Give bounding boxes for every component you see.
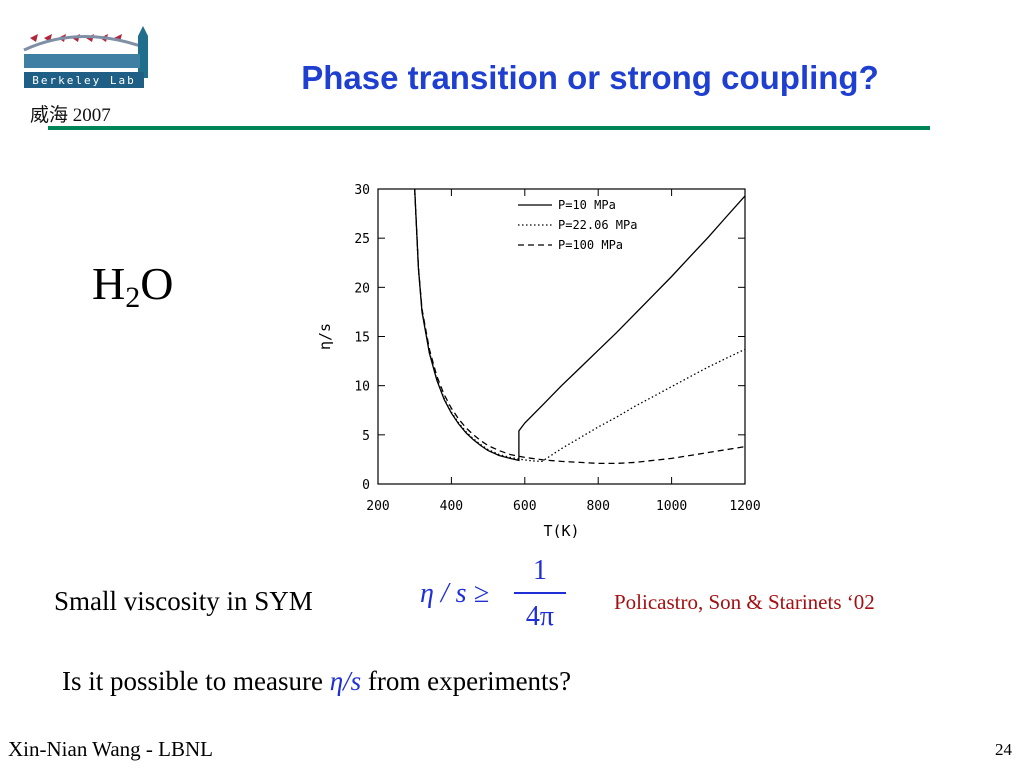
bound-numerator: 1 [533,555,547,586]
x-tick-label: 400 [440,499,463,514]
series-line-3 [414,188,746,465]
x-tick-label: 200 [366,499,389,514]
x-tick-label: 1000 [656,499,687,514]
x-tick-label: 1200 [729,499,760,514]
y-axis-label: η/s [316,323,334,350]
molecule-subscript: 2 [125,281,141,314]
question-before: Is it possible to measure [62,666,330,696]
sym-label: Small viscosity in SYM [54,586,313,616]
legend-label-3: P=100 MPa [558,238,623,252]
y-tick-label: 25 [354,232,370,247]
legend-label-2: P=22.06 MPa [558,218,637,232]
y-tick-label: 15 [354,331,370,346]
y-tick-label: 0 [362,478,370,493]
series-line-2 [414,188,746,463]
y-tick-label: 5 [362,429,370,444]
x-tick-label: 800 [586,499,609,514]
author-footer: Xin-Nian Wang - LBNL [8,737,213,761]
y-tick-label: 10 [354,380,370,395]
series-line-1 [414,188,746,462]
y-tick-label: 20 [354,281,370,296]
logo-text: Berkeley Lab [32,74,135,87]
x-tick-label: 600 [513,499,536,514]
bound-fraction: 1 4π [514,552,566,636]
question-text: Is it possible to measure η/s from exper… [62,664,571,698]
viscosity-bound-formula: η / s ≥ 1 4π [420,552,600,642]
viscosity-chart: 200 400 600 800 1000 1200 0 5 10 15 20 25 30 T(K) η/s P… [316,183,761,540]
x-axis-label: T(K) [543,522,579,540]
y-tick-label: 30 [354,183,370,198]
question-after: from experiments? [361,666,572,696]
bound-denominator: 4π [525,601,555,632]
molecule-base: H [92,258,126,309]
slide-title: Phase transition or strong coupling? [301,59,879,96]
citation: Policastro, Son & Starinets ‘02 [614,590,875,614]
title-divider [48,126,930,130]
fraction-bar [514,592,566,594]
molecule-formula: H2O [92,258,173,324]
question-ratio: η/s [329,666,362,696]
legend-label-1: P=10 MPa [558,198,616,212]
plot-frame [377,188,746,485]
berkeley-lab-logo: Berkeley Lab [20,20,170,100]
slide-number: 24 [995,740,1012,759]
molecule-tail: O [140,258,174,309]
venue-label: 威海 2007 [30,105,111,126]
bound-lhs: η / s ≥ [420,578,489,609]
